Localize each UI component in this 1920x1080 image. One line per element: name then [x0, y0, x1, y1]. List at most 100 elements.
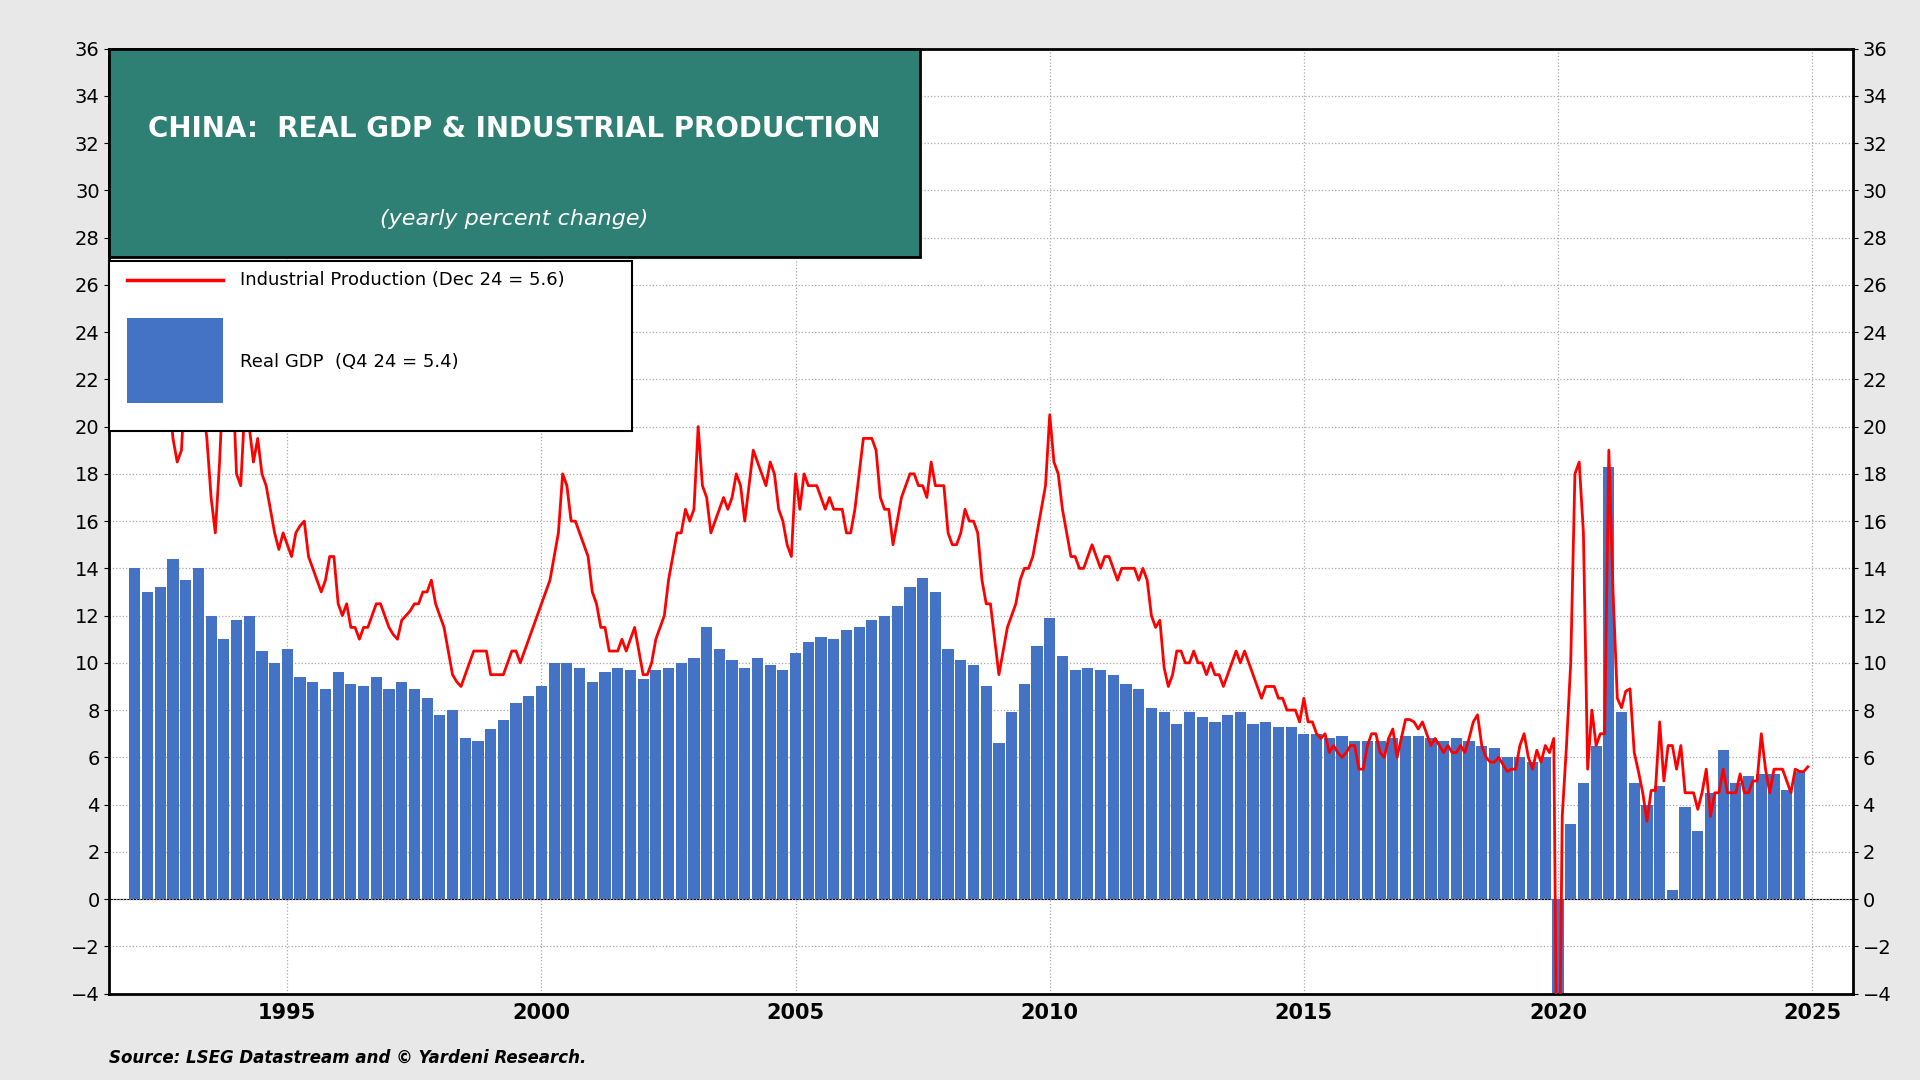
Bar: [1069, 670, 1081, 899]
Bar: [1221, 715, 1233, 899]
Bar: [422, 699, 432, 899]
Bar: [257, 651, 267, 899]
Bar: [346, 684, 357, 899]
Bar: [866, 620, 877, 899]
Bar: [1413, 737, 1425, 899]
Bar: [472, 741, 484, 899]
Bar: [1273, 727, 1284, 899]
Bar: [282, 649, 294, 899]
Bar: [588, 681, 597, 899]
Bar: [536, 687, 547, 899]
Bar: [1653, 786, 1665, 899]
Bar: [1361, 741, 1373, 899]
Bar: [307, 681, 319, 899]
Bar: [447, 711, 459, 899]
Bar: [1476, 745, 1488, 899]
Bar: [662, 667, 674, 899]
Bar: [891, 606, 902, 899]
Bar: [167, 559, 179, 899]
Bar: [879, 616, 891, 899]
Bar: [1171, 725, 1183, 899]
Bar: [332, 672, 344, 899]
Bar: [624, 670, 636, 899]
Bar: [511, 703, 522, 899]
Text: Industrial Production (Dec 24 = 5.6): Industrial Production (Dec 24 = 5.6): [240, 271, 564, 289]
Bar: [1515, 757, 1526, 899]
Bar: [1196, 717, 1208, 899]
Bar: [1210, 721, 1221, 899]
Bar: [904, 588, 916, 899]
Bar: [841, 630, 852, 899]
Bar: [1617, 713, 1626, 899]
FancyBboxPatch shape: [127, 318, 223, 403]
Bar: [1336, 737, 1348, 899]
Text: CHINA:  REAL GDP & INDUSTRIAL PRODUCTION: CHINA: REAL GDP & INDUSTRIAL PRODUCTION: [148, 114, 879, 143]
Bar: [1705, 793, 1716, 899]
Bar: [1133, 689, 1144, 899]
Bar: [714, 649, 726, 899]
Bar: [459, 739, 470, 899]
Bar: [943, 649, 954, 899]
Bar: [739, 667, 751, 899]
Bar: [1121, 684, 1131, 899]
Bar: [486, 729, 495, 899]
Bar: [156, 588, 165, 899]
Bar: [1667, 890, 1678, 899]
Bar: [561, 663, 572, 899]
Text: Source: LSEG Datastream and © Yardeni Research.: Source: LSEG Datastream and © Yardeni Re…: [109, 1049, 588, 1067]
Bar: [1311, 733, 1323, 899]
Bar: [1642, 805, 1653, 899]
Bar: [522, 696, 534, 899]
Bar: [1286, 727, 1296, 899]
Bar: [918, 578, 927, 899]
Bar: [954, 661, 966, 899]
Bar: [764, 665, 776, 899]
Bar: [726, 661, 737, 899]
Bar: [1108, 675, 1119, 899]
Bar: [434, 715, 445, 899]
Bar: [599, 672, 611, 899]
Bar: [854, 627, 864, 899]
Bar: [1603, 467, 1615, 899]
Bar: [230, 620, 242, 899]
Bar: [1452, 739, 1461, 899]
Bar: [1692, 831, 1703, 899]
Bar: [1235, 713, 1246, 899]
Bar: [269, 663, 280, 899]
Bar: [1743, 777, 1755, 899]
Bar: [1488, 747, 1500, 899]
Bar: [689, 658, 699, 899]
Bar: [574, 667, 586, 899]
Bar: [1323, 739, 1334, 899]
Bar: [1425, 739, 1436, 899]
Bar: [1388, 739, 1398, 899]
Bar: [1146, 707, 1158, 899]
Bar: [497, 719, 509, 899]
Bar: [244, 616, 255, 899]
Bar: [1628, 783, 1640, 899]
Bar: [321, 689, 330, 899]
Bar: [828, 639, 839, 899]
Bar: [929, 592, 941, 899]
Bar: [1438, 741, 1450, 899]
Bar: [180, 580, 192, 899]
Bar: [294, 677, 305, 899]
Bar: [396, 681, 407, 899]
Bar: [1056, 656, 1068, 899]
Bar: [676, 663, 687, 899]
Bar: [142, 592, 154, 899]
Bar: [549, 663, 561, 899]
Bar: [205, 616, 217, 899]
Bar: [1375, 741, 1386, 899]
Bar: [1463, 741, 1475, 899]
Bar: [1578, 783, 1590, 899]
Bar: [778, 670, 789, 899]
Bar: [803, 642, 814, 899]
Bar: [612, 667, 624, 899]
Bar: [993, 743, 1004, 899]
Bar: [1158, 713, 1169, 899]
Bar: [1755, 774, 1766, 899]
Bar: [409, 689, 420, 899]
Bar: [1782, 791, 1791, 899]
Bar: [1730, 783, 1741, 899]
